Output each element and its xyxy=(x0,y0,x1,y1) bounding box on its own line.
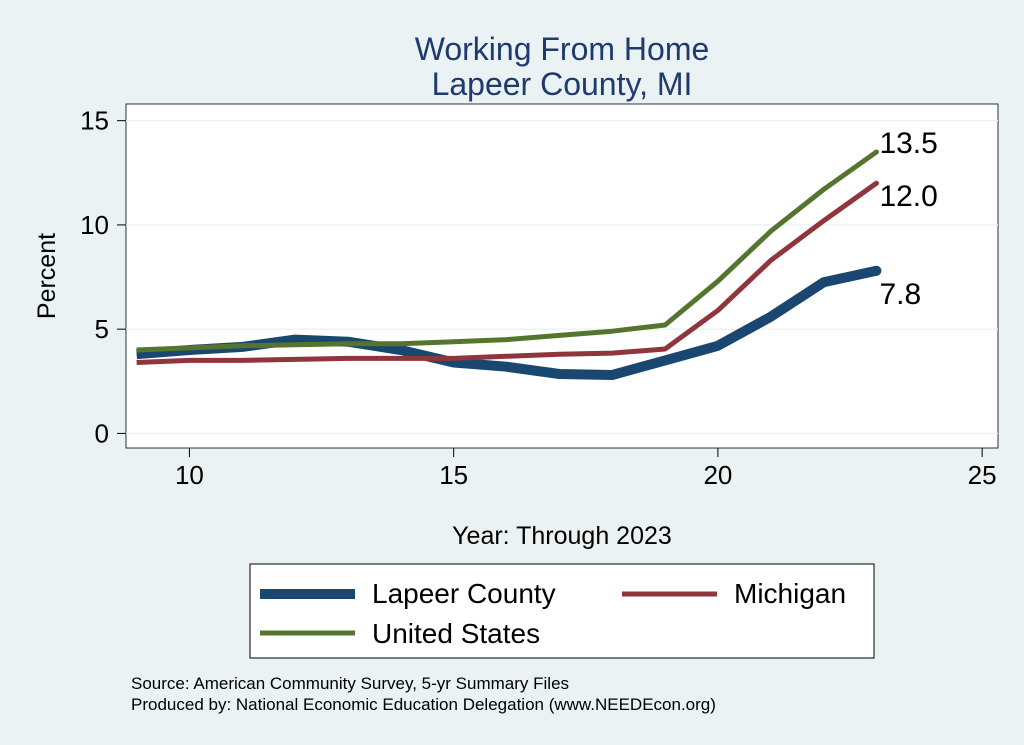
legend-label-united-states: United States xyxy=(372,618,540,649)
y-tick-label: 0 xyxy=(95,418,109,448)
producer-note: Produced by: National Economic Education… xyxy=(131,695,716,714)
series-end-point xyxy=(873,180,879,186)
series-line-michigan xyxy=(136,181,878,365)
end-label: 12.0 xyxy=(879,180,937,213)
end-label: 7.8 xyxy=(879,278,921,311)
legend-box xyxy=(249,563,875,659)
x-tick-label: 10 xyxy=(175,460,204,490)
y-axis-title: Percent xyxy=(33,233,61,319)
y-tick-label: 10 xyxy=(80,210,109,240)
chart-title-line-1: Working From Home xyxy=(415,31,710,67)
end-label: 13.5 xyxy=(879,127,937,160)
legend-label-michigan: Michigan xyxy=(734,578,846,609)
x-tick-label: 20 xyxy=(703,460,732,490)
x-tick-label: 25 xyxy=(968,460,997,490)
series-lines xyxy=(136,149,882,380)
series-line-united-states xyxy=(136,149,878,353)
series-end-point xyxy=(873,149,879,155)
chart-title-line-2: Lapeer County, MI xyxy=(432,66,693,102)
series-end-point xyxy=(871,265,882,276)
source-note: Source: American Community Survey, 5-yr … xyxy=(131,674,569,693)
x-tick-label: 15 xyxy=(439,460,468,490)
legend-label-lapeer: Lapeer County xyxy=(372,578,556,609)
y-tick-label: 15 xyxy=(80,106,109,136)
axes: 0 5 10 15 10 15 20 25 xyxy=(80,106,997,490)
legend: Lapeer County Michigan United States xyxy=(249,563,875,659)
x-axis-title: Year: Through 2023 xyxy=(452,522,672,550)
y-tick-label: 5 xyxy=(95,314,109,344)
end-labels: 7.8 12.0 13.5 xyxy=(879,127,937,311)
gridlines xyxy=(126,119,998,435)
